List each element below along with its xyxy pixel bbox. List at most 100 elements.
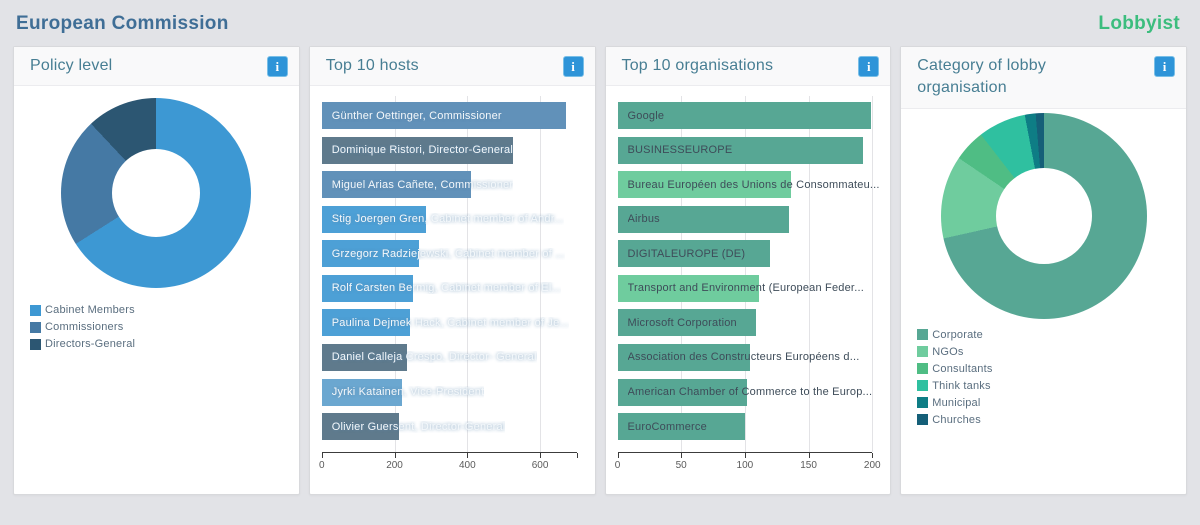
bar-label: Stig Joergen Gren, Cabinet member of And… <box>331 213 564 226</box>
bar[interactable] <box>321 171 471 199</box>
gridline <box>808 96 810 452</box>
card-title: Top 10 hosts <box>325 57 419 74</box>
card-title: Top 10 organisations <box>621 57 774 74</box>
info-button[interactable]: i <box>1154 56 1175 77</box>
legend-item[interactable]: Cabinet Members <box>30 304 135 316</box>
legend-label: Cabinet Members <box>45 304 135 317</box>
lobbyist-link[interactable]: Lobbyist <box>1098 13 1180 34</box>
gridline <box>394 96 396 452</box>
donut-chart[interactable] <box>940 112 1147 319</box>
legend-item[interactable]: Churches <box>917 414 992 426</box>
bar-label: Airbus <box>627 213 660 226</box>
axis-tick-label: 100 <box>736 460 754 471</box>
legend-swatch <box>917 346 929 358</box>
bar[interactable] <box>617 136 864 164</box>
legend-item[interactable]: NGOs <box>917 346 992 358</box>
bar[interactable] <box>617 240 771 268</box>
bar[interactable] <box>617 343 750 371</box>
axis-tick-label: 200 <box>386 460 403 471</box>
card-header: Policy level i <box>14 47 299 87</box>
bar-label: Microsoft Corporation <box>627 316 737 329</box>
axis-tick-label: 0 <box>318 460 325 471</box>
bar[interactable] <box>321 309 410 337</box>
bar-plot: Google BUSINESSEUROPE Bureau Européen des … <box>614 90 881 486</box>
bar-row: Olivier Guersent, Director-General <box>321 413 577 441</box>
bar[interactable] <box>617 171 791 199</box>
bar-label: Dominique Ristori, Director-General <box>331 144 513 157</box>
top-bar: European Commission Lobbyist <box>0 0 1200 46</box>
bar-row: Rolf Carsten Bermig, Cabinet member of E… <box>321 274 577 302</box>
axis-tick-label: 150 <box>800 460 817 471</box>
axis-tick-label: 50 <box>675 460 687 471</box>
bar-row: Google <box>617 102 873 130</box>
bar[interactable] <box>617 413 745 441</box>
bar-row: Dominique Ristori, Director-General <box>321 136 577 164</box>
legend-label: Think tanks <box>932 379 991 392</box>
bar-row: Jyrki Katainen, Vice-President <box>321 378 577 406</box>
legend-label: Corporate <box>932 328 983 341</box>
bar[interactable] <box>321 102 566 130</box>
bar[interactable] <box>321 274 414 302</box>
page-title: European Commission <box>16 13 229 34</box>
bar-row: Miguel Arias Cañete, Commissioner <box>321 171 577 199</box>
bar-label: Günther Oettinger, Commissioner <box>331 109 502 122</box>
gridline <box>681 96 683 452</box>
bar[interactable] <box>617 205 790 233</box>
bar-label: Google <box>627 109 665 122</box>
bar[interactable] <box>321 240 420 268</box>
bars: Günther Oettinger, Commissioner Dominique… <box>321 98 577 444</box>
donut-chart[interactable] <box>61 98 252 289</box>
bar-label: Daniel Calleja Crespo, Director- General <box>331 351 537 364</box>
bar-row: Airbus <box>617 205 873 233</box>
bar-row: EuroCommerce <box>617 413 873 441</box>
card-header: Top 10 hosts i <box>309 47 595 87</box>
legend-label: Commissioners <box>45 321 124 334</box>
legend-swatch <box>917 329 929 341</box>
gridline <box>744 96 746 452</box>
bar-row: Microsoft Corporation <box>617 309 873 337</box>
legend-item[interactable]: Directors-General <box>30 338 135 350</box>
axis-tick <box>617 453 619 458</box>
chart-legend: Corporate NGOs Consultants Think tanks Munic… <box>917 329 992 431</box>
lobby-category-chart: Corporate NGOs Consultants Think tanks Munic… <box>901 109 1186 494</box>
axis-tick-label: 0 <box>614 460 621 471</box>
legend-item[interactable]: Commissioners <box>30 321 135 333</box>
axis-tick-label: 600 <box>531 460 549 471</box>
bar[interactable] <box>617 309 757 337</box>
card-policy-level: Policy level i Cabinet Members Commission… <box>13 46 300 495</box>
bar-label: Jyrki Katainen, Vice-President <box>331 386 485 399</box>
bar-row: American Chamber of Commerce to the Euro… <box>617 378 873 406</box>
legend-swatch <box>30 338 41 350</box>
donut-hole <box>995 167 1092 264</box>
bar[interactable] <box>321 136 513 164</box>
info-button[interactable]: i <box>266 56 288 77</box>
legend-label: NGOs <box>932 345 964 358</box>
info-button[interactable]: i <box>858 56 880 77</box>
gridline <box>872 96 874 452</box>
bar-row: Stig Joergen Gren, Cabinet member of And… <box>321 205 577 233</box>
legend-swatch <box>917 397 929 409</box>
bar[interactable] <box>321 378 402 406</box>
info-button[interactable]: i <box>562 56 584 77</box>
bar[interactable] <box>321 413 399 441</box>
legend-item[interactable]: Corporate <box>917 329 992 341</box>
bar[interactable] <box>617 102 871 130</box>
legend-item[interactable]: Consultants <box>917 363 992 375</box>
bar[interactable] <box>321 343 407 371</box>
axis-tick <box>467 453 469 458</box>
legend-item[interactable]: Municipal <box>917 397 992 409</box>
legend-item[interactable]: Think tanks <box>917 380 992 392</box>
cards-row: Policy level i Cabinet Members Commission… <box>0 46 1200 495</box>
bar[interactable] <box>617 378 748 406</box>
axis-tick <box>681 453 683 458</box>
bar[interactable] <box>321 205 427 233</box>
chart-legend: Cabinet Members Commissioners Directors-Ge… <box>30 304 135 355</box>
legend-swatch <box>917 414 929 426</box>
bars: Google BUSINESSEUROPE Bureau Européen des … <box>617 98 879 444</box>
bar-label: EuroCommerce <box>627 420 707 433</box>
card-header: Category of lobby organisation i <box>901 47 1186 109</box>
card-lobby-category: Category of lobby organisation i Corpora… <box>900 46 1187 495</box>
axis-tick <box>744 453 746 458</box>
bar[interactable] <box>617 274 759 302</box>
bar-row: Paulina Dejmek Hack, Cabinet member of J… <box>321 309 577 337</box>
